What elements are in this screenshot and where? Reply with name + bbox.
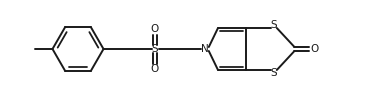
Text: N: N — [201, 44, 209, 54]
Text: S: S — [271, 68, 277, 78]
Text: O: O — [151, 64, 159, 74]
Text: O: O — [310, 44, 319, 54]
Text: S: S — [271, 20, 277, 30]
Text: S: S — [152, 44, 158, 54]
Text: O: O — [151, 24, 159, 34]
